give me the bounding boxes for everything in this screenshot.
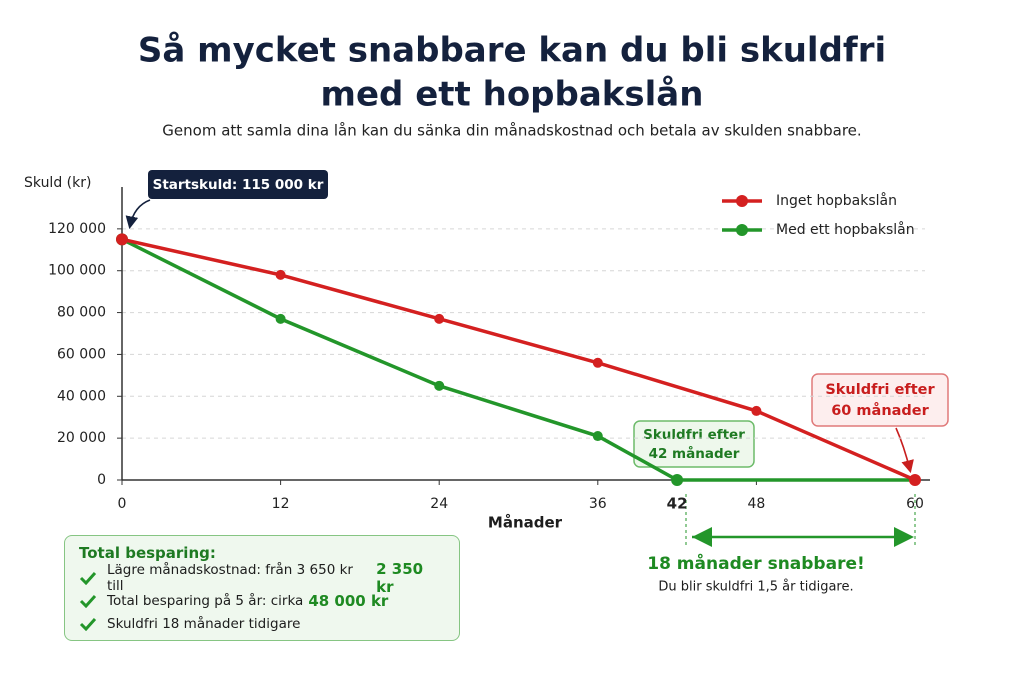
red-end-arrow — [895, 427, 914, 474]
red-end-label: Skuldfri efter — [825, 382, 935, 398]
point — [116, 233, 128, 246]
y-axis-label: Skuld (kr) — [24, 175, 91, 191]
x-axis-label: Månader — [488, 514, 563, 532]
summary-highlight: 2 350 kr — [376, 559, 424, 596]
y-tick-label: 0 — [97, 472, 106, 488]
faster-label: 18 månader snabbare! — [647, 552, 865, 574]
x-tick-label: 36 — [589, 496, 607, 512]
green-end-label: Skuldfri efter — [643, 427, 745, 443]
y-tick-label: 60 000 — [57, 346, 106, 362]
red-end-box — [811, 373, 949, 427]
green-end-label: 42 månader — [649, 445, 740, 462]
summary-highlight: 48 000 kr — [308, 591, 389, 610]
green-end-box — [633, 420, 755, 468]
summary-item: Lägre månadskostnad: från 3 650 kr till 2… — [79, 560, 445, 596]
point — [751, 405, 762, 416]
summary-item: Total besparing på 5 år: cirka 48 000 kr — [79, 589, 445, 612]
summary-item: Skuldfri 18 månader tidigare — [79, 612, 445, 635]
x-tick-label: 48 — [747, 496, 765, 512]
title-line: med ett hopbakslån — [321, 75, 704, 115]
legend-label: Med ett hopbakslån — [776, 221, 915, 238]
legend-dot — [736, 224, 748, 236]
summary-text: Total besparing på 5 år: cirka — [107, 592, 304, 609]
x-tick-label: 12 — [272, 496, 290, 512]
summary-text: Skuldfri 18 månader tidigare — [107, 615, 301, 632]
earlier-label: Du blir skuldfri 1,5 år tidigare. — [658, 580, 853, 595]
red-end-label: 60 månader — [831, 402, 929, 419]
point — [592, 431, 603, 442]
x-tick-label: 60 — [906, 496, 924, 512]
point — [434, 380, 445, 391]
y-tick-label: 20 000 — [57, 430, 106, 446]
summary-heading: Total besparing: — [79, 544, 216, 562]
legend-dot — [736, 195, 748, 207]
x-tick-label: 24 — [430, 496, 448, 512]
point — [671, 474, 684, 486]
subtitle: Genom att samla dina lån kan du sänka di… — [162, 122, 861, 140]
y-tick-label: 100 000 — [48, 263, 106, 279]
point — [909, 474, 921, 486]
series-line — [121, 237, 916, 482]
y-tick-label: 120 000 — [48, 221, 106, 237]
series-line — [121, 237, 915, 482]
start-box — [148, 170, 328, 199]
point — [275, 313, 286, 324]
summary-box: Total besparing: Lägre månadskostnad: fr… — [64, 535, 460, 641]
point — [434, 313, 445, 324]
x-tick-label: 0 — [118, 496, 127, 512]
summary-text: Lägre månadskostnad: från 3 650 kr till — [107, 561, 353, 594]
point — [275, 269, 286, 280]
start-label: Startskuld: 115 000 kr — [153, 177, 324, 193]
legend-label: Inget hopbakslån — [776, 192, 897, 209]
x-tick-label: 42 — [667, 495, 688, 513]
point — [592, 357, 603, 368]
title-line: Så mycket snabbare kan du bli skuldfri — [138, 31, 886, 71]
y-tick-label: 40 000 — [57, 388, 106, 404]
start-arrow — [125, 199, 151, 230]
y-tick-label: 80 000 — [57, 305, 106, 321]
